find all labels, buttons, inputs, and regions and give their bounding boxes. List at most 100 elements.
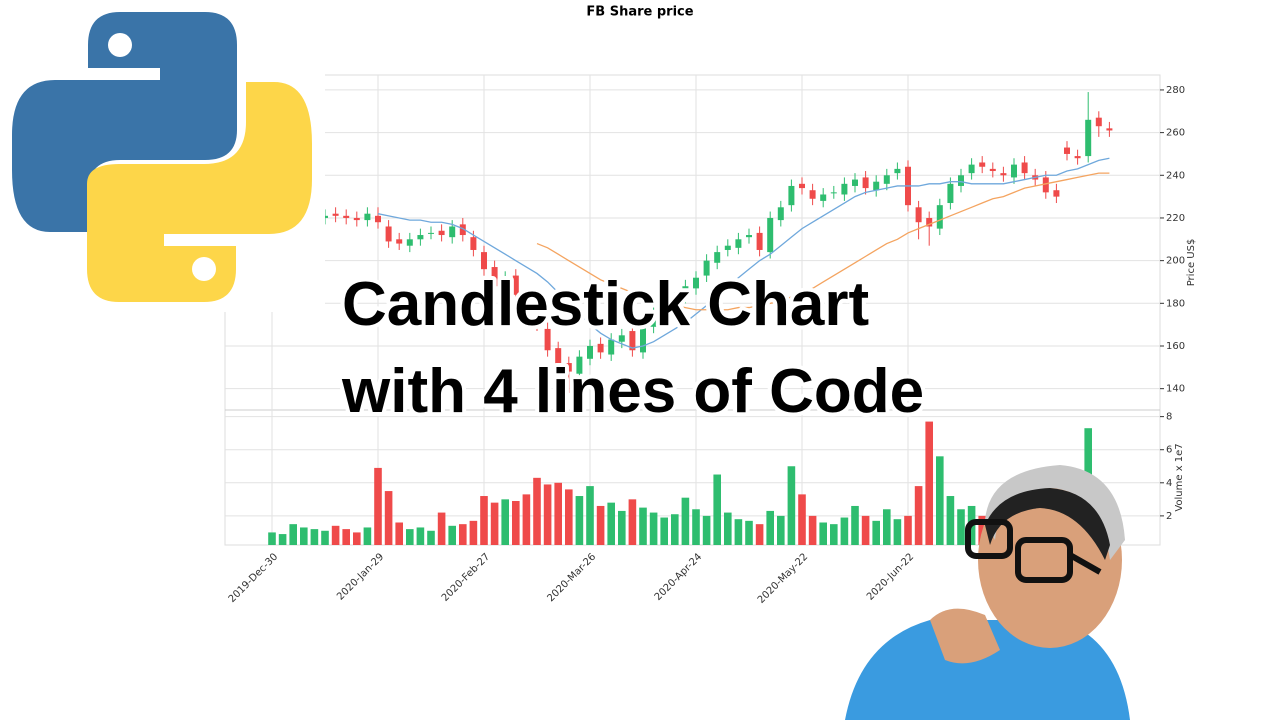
candle-body bbox=[353, 217, 360, 221]
candle-body bbox=[608, 339, 615, 355]
candle-body bbox=[830, 192, 837, 194]
candle-body bbox=[385, 226, 392, 242]
candle-body bbox=[936, 205, 943, 229]
volume-bar bbox=[777, 515, 785, 545]
x-tick-label: 2020-Feb-27 bbox=[440, 551, 492, 603]
candle-body bbox=[534, 316, 540, 325]
volume-bar bbox=[925, 421, 933, 545]
candle-body bbox=[544, 328, 551, 351]
volume-bar bbox=[512, 500, 520, 545]
volume-bar bbox=[766, 510, 774, 545]
x-tick-label: 2020-Apr-24 bbox=[653, 551, 705, 603]
volume-bar bbox=[353, 532, 361, 545]
candle-body bbox=[724, 245, 731, 250]
candle-body bbox=[481, 252, 487, 270]
y-axis-label: Volume x 1e7 bbox=[1174, 443, 1185, 511]
candle-body bbox=[820, 194, 827, 201]
candle-body bbox=[428, 232, 434, 234]
volume-bar bbox=[268, 532, 276, 545]
y-tick-label: 160 bbox=[1166, 341, 1185, 352]
volume-bar bbox=[724, 512, 732, 545]
volume-bar bbox=[618, 510, 626, 545]
volume-bar bbox=[798, 494, 806, 545]
python-logo bbox=[12, 12, 312, 302]
volume-bar bbox=[575, 496, 584, 545]
volume-bar bbox=[607, 502, 615, 545]
candle-body bbox=[449, 226, 456, 238]
candle-body bbox=[640, 324, 646, 353]
candle-body bbox=[714, 252, 721, 263]
x-tick-label: 2020-Jun-22 bbox=[865, 551, 916, 602]
volume-bar bbox=[904, 515, 912, 545]
candle-body bbox=[396, 239, 403, 244]
candle-body bbox=[417, 235, 424, 240]
candle-body bbox=[799, 183, 805, 189]
candle-body bbox=[332, 213, 339, 216]
overlay-text: Candlestick Chart with 4 lines of Code bbox=[337, 266, 928, 430]
candle-body bbox=[491, 267, 498, 287]
candle-body bbox=[671, 299, 678, 310]
candle-body bbox=[989, 168, 996, 172]
volume-bar bbox=[660, 517, 668, 545]
candle-body bbox=[459, 224, 466, 236]
volume-bar bbox=[861, 515, 870, 545]
candle-body bbox=[470, 237, 477, 250]
volume-bar bbox=[300, 527, 308, 545]
candle-body bbox=[1095, 117, 1102, 127]
y-tick-label: 280 bbox=[1166, 85, 1185, 96]
volume-bar bbox=[702, 515, 711, 545]
candle-body bbox=[756, 232, 763, 250]
volume-bar bbox=[628, 499, 637, 545]
y-tick-label: 4 bbox=[1166, 478, 1172, 489]
volume-bar bbox=[490, 502, 499, 545]
y-tick-label: 260 bbox=[1166, 128, 1185, 139]
candle-body bbox=[979, 162, 986, 167]
candle-body bbox=[1064, 147, 1070, 154]
volume-bar bbox=[893, 519, 902, 545]
y-tick-label: 180 bbox=[1166, 298, 1185, 309]
moving-average bbox=[377, 157, 1110, 349]
candle-body bbox=[873, 181, 880, 191]
volume-bar bbox=[427, 530, 435, 545]
volume-bar bbox=[342, 529, 350, 545]
candle-body bbox=[809, 190, 816, 199]
volume-bar bbox=[681, 497, 690, 545]
candle-body bbox=[597, 343, 604, 353]
candle-body bbox=[915, 207, 922, 223]
volume-bar bbox=[808, 515, 817, 545]
volume-bar bbox=[936, 456, 944, 545]
volume-bar bbox=[395, 522, 403, 545]
headline: with 4 lines of Code bbox=[341, 357, 924, 426]
x-tick-label: 2020-Jan-29 bbox=[335, 551, 386, 602]
volume-bar bbox=[416, 527, 425, 545]
candle-body bbox=[703, 260, 710, 276]
y-tick-label: 6 bbox=[1166, 445, 1172, 456]
volume-bar bbox=[331, 525, 340, 545]
volume-bar bbox=[851, 505, 859, 545]
candle-body bbox=[629, 331, 636, 351]
y-tick-label: 140 bbox=[1166, 384, 1185, 395]
volume-bar bbox=[830, 524, 838, 545]
candle-body bbox=[1042, 177, 1049, 193]
candle-body bbox=[894, 168, 901, 174]
candle-body bbox=[841, 183, 848, 195]
candle-body bbox=[777, 207, 784, 221]
volume-bar bbox=[363, 527, 372, 545]
volume-bar bbox=[819, 522, 827, 545]
x-tick-label: 2020-Mar-26 bbox=[545, 551, 598, 604]
candle-body bbox=[947, 183, 954, 204]
x-tick-label: 2020-May-22 bbox=[756, 551, 810, 605]
volume-bar bbox=[734, 519, 743, 545]
headline: Candlestick Chart bbox=[342, 270, 869, 339]
volume-bar bbox=[914, 486, 923, 545]
y-tick-label: 240 bbox=[1166, 170, 1185, 181]
volume-bar bbox=[384, 491, 393, 545]
candle-body bbox=[555, 348, 562, 368]
volume-bar bbox=[872, 520, 880, 545]
volume-bar bbox=[745, 520, 753, 545]
candle-body bbox=[746, 235, 752, 238]
y-tick-label: 2 bbox=[1166, 511, 1172, 522]
x-tick-label: 2019-Dec-30 bbox=[227, 551, 281, 605]
volume-bar bbox=[480, 496, 488, 545]
